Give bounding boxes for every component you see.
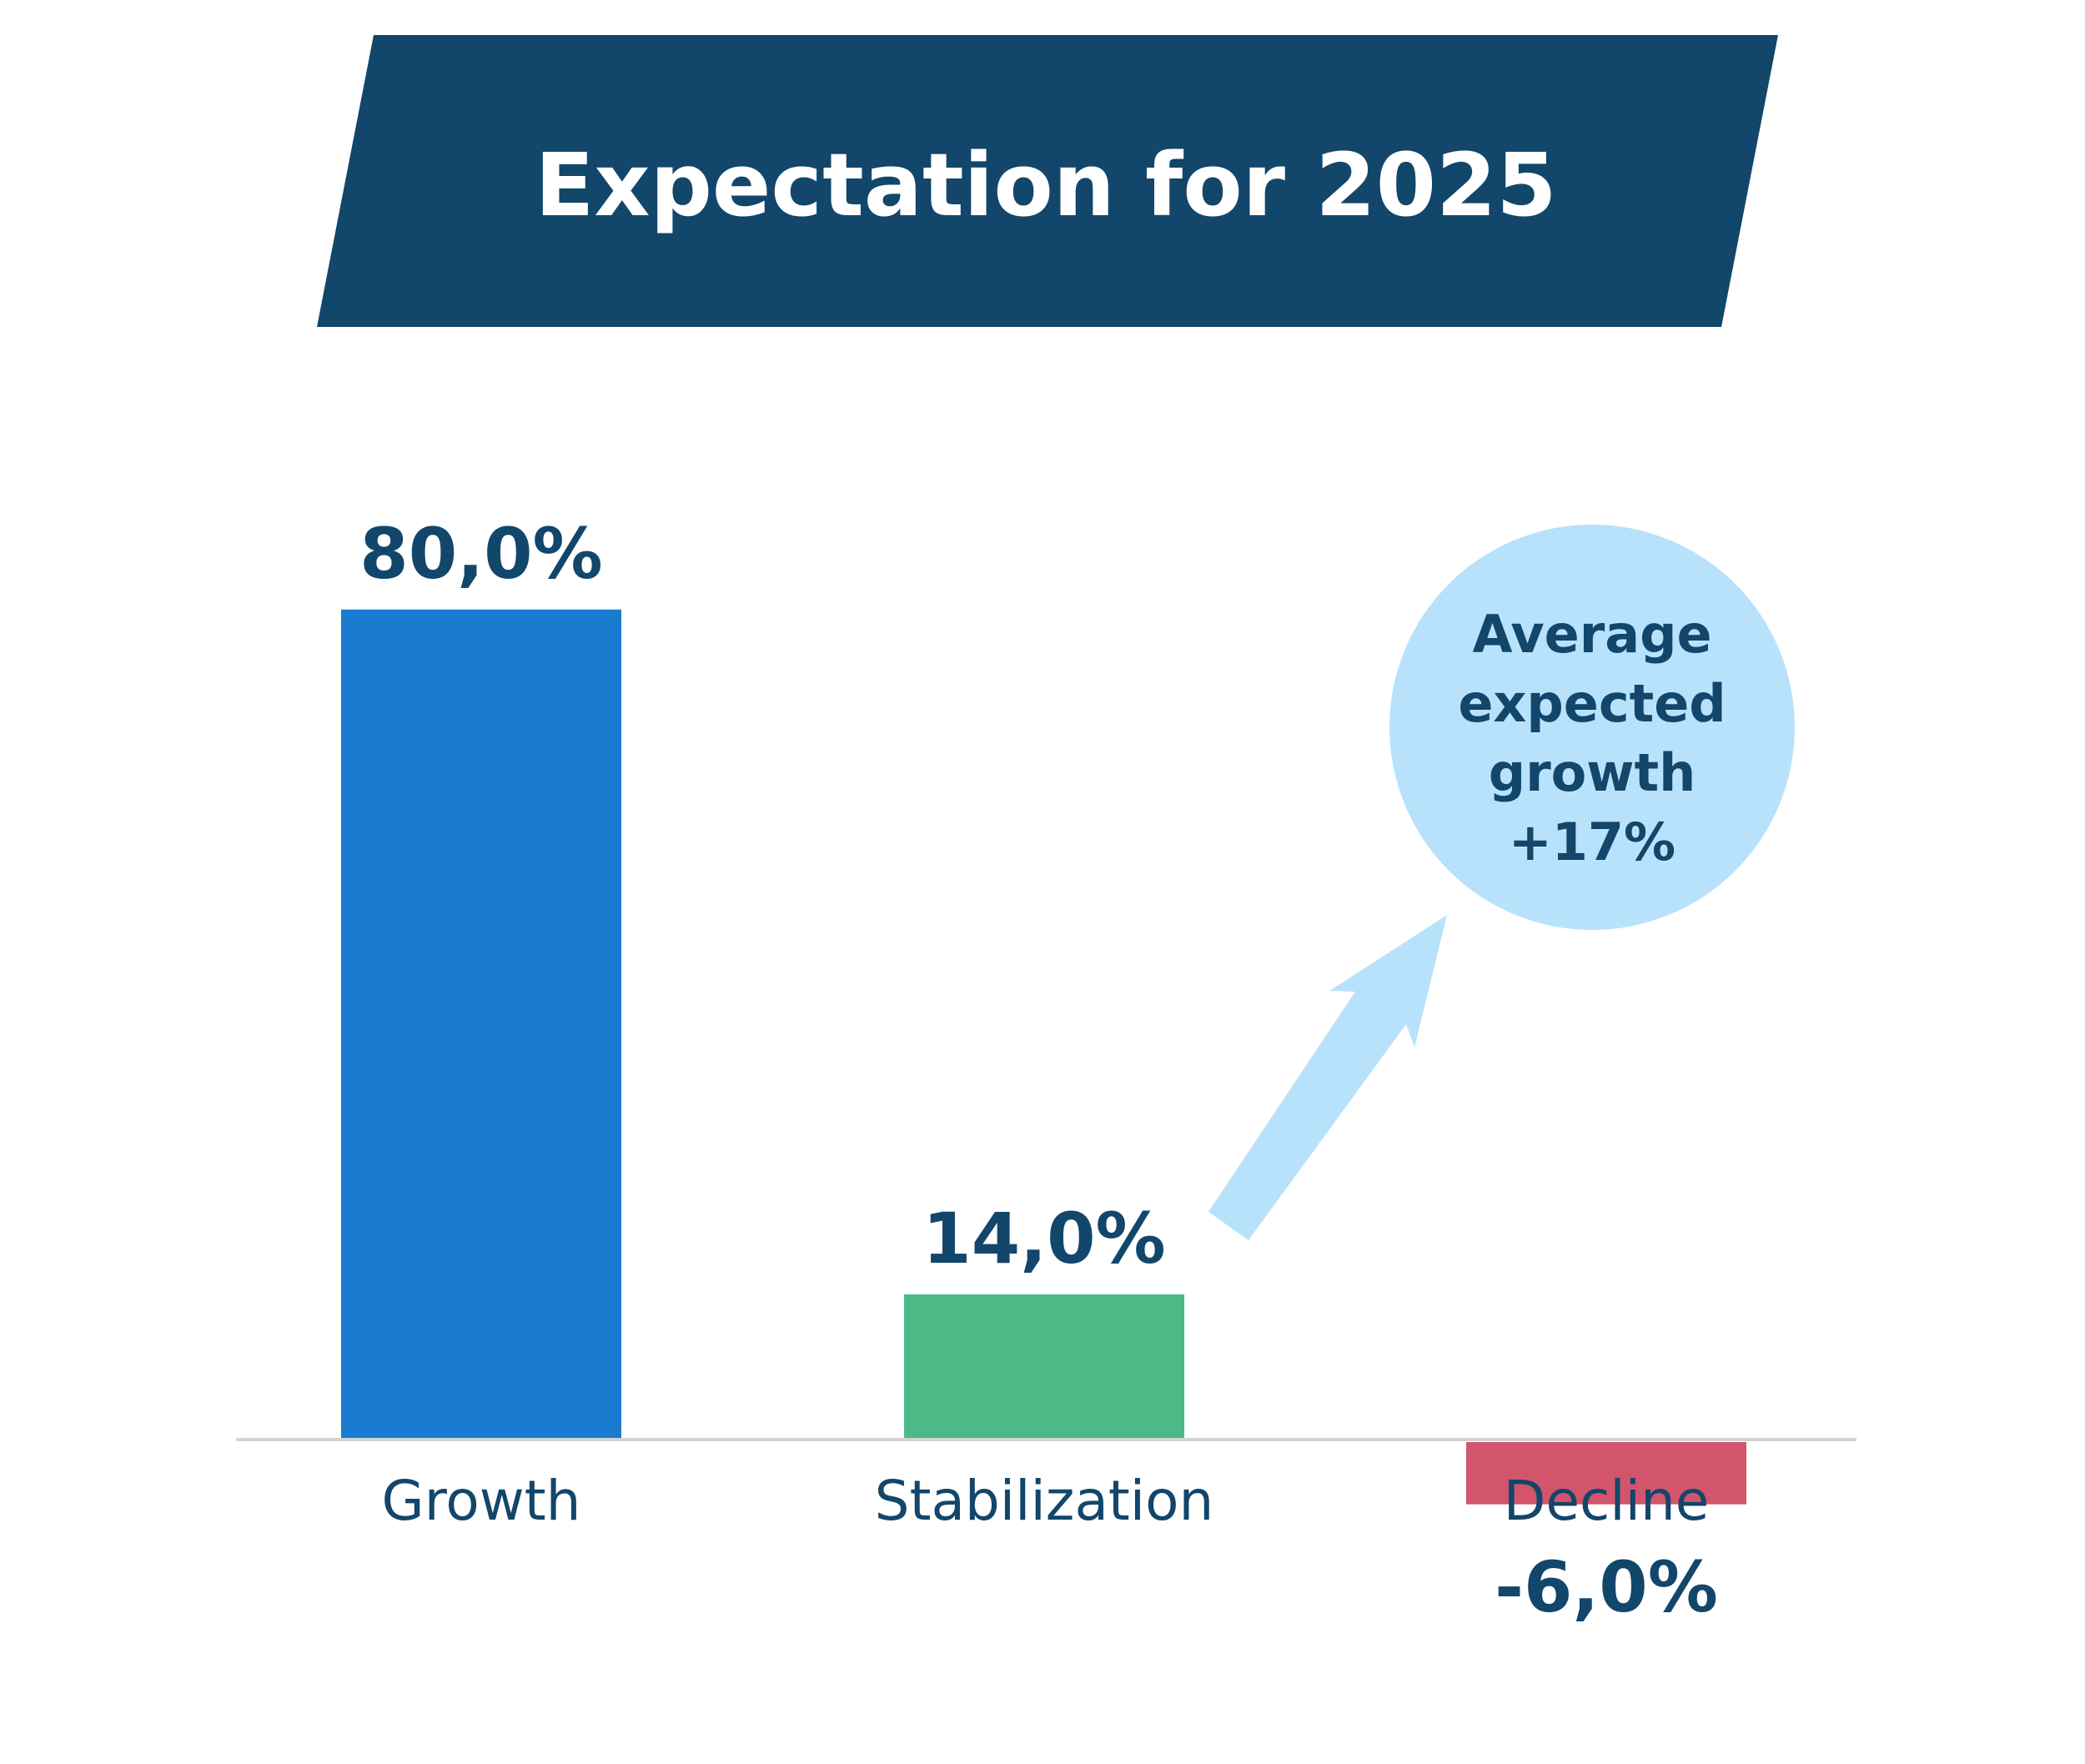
- arrow-up-right-icon: [1208, 915, 1447, 1240]
- chart-title: Expectation for 2025: [535, 134, 1556, 236]
- category-label-stabilization: Stabilization: [875, 1469, 1214, 1533]
- category-label-decline: Decline: [1504, 1469, 1710, 1533]
- callout-line-4: +17%: [1509, 812, 1676, 872]
- callout-line-1: Average: [1472, 604, 1711, 665]
- bar-stabilization: [904, 1294, 1184, 1440]
- bars-layer: [341, 609, 1746, 1505]
- value-label-growth: 80,0%: [359, 513, 602, 595]
- average-growth-callout: [1389, 525, 1795, 930]
- callout-line-3: growth: [1489, 742, 1696, 803]
- labels-layer: 80,0% Growth 14,0% Stabilization -6,0% Declin…: [359, 513, 1718, 1628]
- value-label-decline: -6,0%: [1495, 1546, 1718, 1628]
- bar-growth: [341, 609, 621, 1440]
- value-label-stabilization: 14,0%: [922, 1198, 1165, 1279]
- title-banner: [317, 35, 1778, 327]
- bar-decline: [1466, 1442, 1746, 1505]
- callout-line-2: expected: [1458, 673, 1726, 734]
- category-label-growth: Growth: [382, 1469, 581, 1533]
